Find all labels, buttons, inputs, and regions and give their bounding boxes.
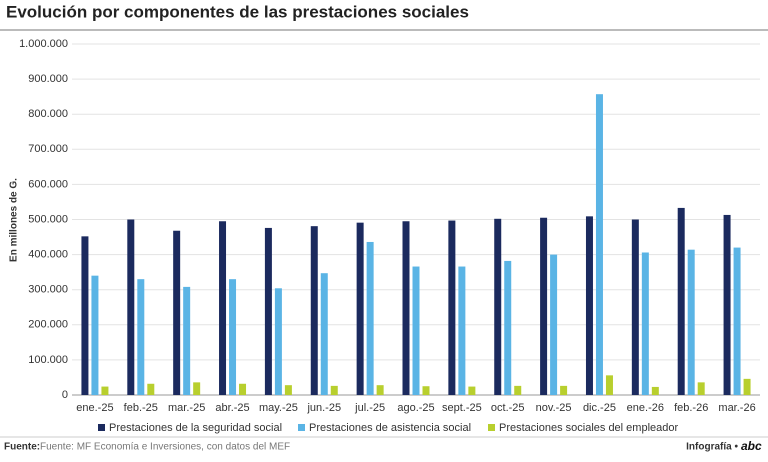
source-label: Fuente: xyxy=(4,442,40,453)
bar xyxy=(193,382,201,395)
bar xyxy=(81,236,89,395)
y-tick-label: 0 xyxy=(62,389,68,401)
bar xyxy=(494,218,502,395)
bar xyxy=(239,383,247,395)
bar xyxy=(468,386,476,395)
bar xyxy=(366,241,374,395)
y-tick-label: 100.000 xyxy=(28,354,68,366)
x-tick-label: ene.-25 xyxy=(76,402,113,414)
bar xyxy=(330,385,338,395)
legend-swatch xyxy=(488,424,495,431)
bar xyxy=(560,385,568,395)
bar xyxy=(229,279,237,395)
bar xyxy=(127,219,135,395)
source: Fuente: MF Economía e Inversiones, con d… xyxy=(40,442,290,453)
bar xyxy=(697,382,705,395)
y-axis-label: En millones de G. xyxy=(9,178,20,262)
bar xyxy=(147,383,155,395)
bar xyxy=(422,386,430,395)
y-tick-label: 1.000.000 xyxy=(19,38,68,50)
x-tick-label: jul.-25 xyxy=(354,402,385,414)
y-tick-label: 300.000 xyxy=(28,284,68,296)
bar xyxy=(514,385,522,395)
bar xyxy=(137,279,145,395)
chart-title: Evolución por componentes de las prestac… xyxy=(6,2,469,21)
bar xyxy=(284,385,292,395)
bar xyxy=(631,219,639,395)
x-tick-label: mar.-26 xyxy=(718,402,755,414)
bar xyxy=(219,221,227,395)
y-tick-label: 500.000 xyxy=(28,213,68,225)
logo: abc xyxy=(741,439,762,453)
x-tick-label: nov.-25 xyxy=(536,402,572,414)
x-tick-label: sept.-25 xyxy=(442,402,482,414)
y-tick-label: 400.000 xyxy=(28,249,68,261)
bar xyxy=(183,286,191,395)
bar xyxy=(504,260,512,395)
bar xyxy=(723,214,731,395)
bar xyxy=(550,254,558,395)
bar xyxy=(356,222,364,395)
credit: Infografía • xyxy=(686,442,738,453)
x-tick-label: abr.-25 xyxy=(215,402,249,414)
x-tick-label: jun.-25 xyxy=(306,402,341,414)
y-tick-label: 700.000 xyxy=(28,143,68,155)
bar xyxy=(687,249,695,395)
bar xyxy=(412,266,420,395)
bar xyxy=(458,266,466,395)
bar xyxy=(173,230,181,395)
bar xyxy=(264,227,272,395)
x-tick-label: may.-25 xyxy=(259,402,298,414)
x-tick-label: dic.-25 xyxy=(583,402,616,414)
legend-label: Prestaciones de la seguridad social xyxy=(109,422,282,434)
bar xyxy=(595,94,603,396)
bar xyxy=(320,273,328,395)
x-tick-label: ene.-26 xyxy=(627,402,664,414)
bar xyxy=(448,220,456,395)
bar xyxy=(402,221,410,395)
legend-swatch xyxy=(298,424,305,431)
x-tick-label: feb.-25 xyxy=(124,402,158,414)
bar xyxy=(274,288,282,395)
x-tick-label: oct.-25 xyxy=(491,402,525,414)
bar xyxy=(605,375,613,395)
bar xyxy=(101,386,109,395)
x-tick-label: feb.-26 xyxy=(674,402,708,414)
bar xyxy=(310,226,318,395)
x-tick-label: mar.-25 xyxy=(168,402,205,414)
x-tick-label: ago.-25 xyxy=(397,402,434,414)
bar xyxy=(376,385,384,395)
bar xyxy=(540,217,548,395)
bar xyxy=(91,275,99,395)
legend-swatch xyxy=(98,424,105,431)
bar xyxy=(641,252,649,395)
y-tick-label: 900.000 xyxy=(28,73,68,85)
bar xyxy=(585,216,593,395)
bar xyxy=(677,207,685,395)
bar xyxy=(733,247,741,395)
bar xyxy=(651,386,659,395)
legend-label: Prestaciones de asistencia social xyxy=(309,422,471,434)
y-tick-label: 600.000 xyxy=(28,178,68,190)
y-tick-label: 800.000 xyxy=(28,108,68,120)
legend-label: Prestaciones sociales del empleador xyxy=(499,422,678,434)
bar xyxy=(743,378,751,395)
y-tick-label: 200.000 xyxy=(28,319,68,331)
